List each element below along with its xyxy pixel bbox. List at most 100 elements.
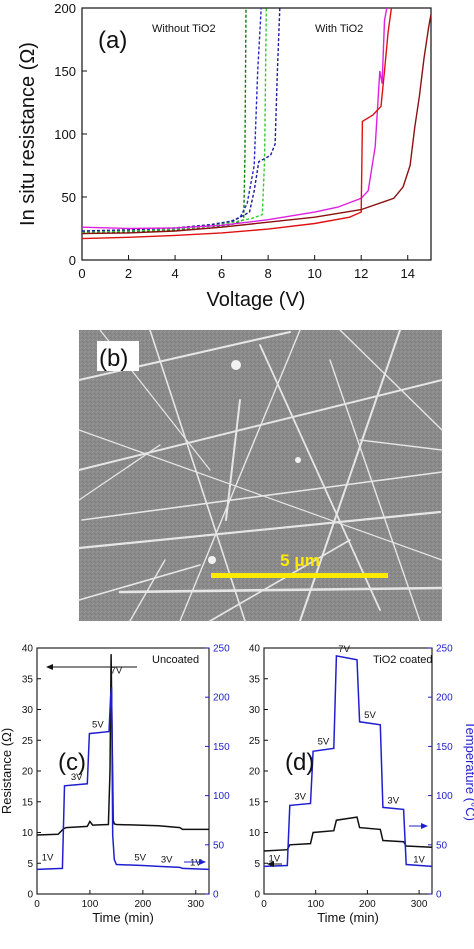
scale-bar-label: 5 μm — [280, 551, 320, 570]
x-tick-label: 100 — [307, 899, 324, 910]
right-axis-arrow — [409, 823, 428, 829]
chart-a-annotation-with: With TiO2 — [315, 23, 363, 35]
x-tick-label: 4 — [171, 266, 178, 281]
right-tick-label: 50 — [436, 840, 448, 851]
step-label: 7V — [338, 644, 350, 655]
series-temperature — [36, 687, 210, 871]
step-label: 5V — [318, 736, 330, 747]
x-tick-label: 200 — [359, 899, 376, 910]
right-tick-label: 200 — [436, 693, 453, 704]
x-tick-label: 300 — [187, 899, 204, 910]
x-tick-label: 0 — [34, 899, 40, 910]
left-tick-label: 30 — [22, 705, 34, 716]
step-label: 3V — [294, 791, 306, 802]
left-tick-label: 15 — [22, 797, 34, 808]
x-tick-label: 6 — [218, 266, 225, 281]
y-tick-label: 100 — [54, 127, 76, 142]
chart-d-series — [263, 654, 433, 868]
x-tick-label: 300 — [411, 899, 428, 910]
right-tick-label: 0 — [436, 890, 442, 901]
chart-a-annotation-without: Without TiO2 — [152, 23, 216, 35]
chart-a-series — [81, 7, 432, 240]
left-tick-label: 0 — [254, 890, 260, 901]
chart-d: 0 5 10 15 20 25 30 35 40 0 50 100 150 200 250 0 100 200… — [249, 644, 474, 926]
series-line-6 — [81, 14, 432, 235]
left-tick-label: 40 — [249, 644, 261, 655]
left-tick-label: 10 — [22, 828, 34, 839]
left-tick-label: 20 — [22, 767, 34, 778]
chart-a-x-label: Voltage (V) — [207, 289, 306, 311]
right-tick-label: 250 — [436, 644, 453, 655]
particle — [208, 556, 216, 564]
left-tick-label: 0 — [27, 890, 33, 901]
chart-c-title: Uncoated — [152, 654, 199, 666]
chart-a-y-label: In situ resistance (Ω) — [17, 42, 39, 226]
left-axis-arrow — [46, 664, 137, 670]
chart-c-y-label: Resistance (Ω) — [0, 728, 14, 814]
chart-d-left-ticks: 0 5 10 15 20 25 30 35 40 — [249, 644, 268, 901]
chart-c-series — [36, 654, 210, 871]
step-label: 5V — [92, 720, 104, 731]
left-tick-label: 35 — [22, 674, 34, 685]
sem-image — [79, 330, 442, 621]
left-tick-label: 5 — [27, 859, 33, 870]
step-label: 1V — [413, 854, 425, 865]
chart-d-x-ticks: 0 100 200 300 — [261, 890, 428, 910]
left-tick-label: 20 — [249, 767, 261, 778]
series-temperature — [263, 654, 433, 868]
left-axis-arrow — [267, 861, 282, 867]
panel-label-backdrop — [97, 341, 139, 371]
chart-a-panel-label: (a) — [98, 27, 127, 54]
series-resistance — [36, 654, 209, 836]
left-tick-label: 25 — [249, 736, 261, 747]
sem-image-panel: (b) 5 μm — [77, 329, 444, 622]
left-tick-label: 10 — [249, 828, 261, 839]
chart-a-frame — [81, 7, 432, 261]
scale-bar — [211, 573, 388, 578]
left-tick-label: 5 — [254, 859, 260, 870]
chart-c: 0 5 10 15 20 25 30 35 40 0 50 100 150 200 250 0 100 200… — [0, 644, 230, 926]
chart-d-right-ticks: 0 50 100 150 200 250 — [428, 644, 453, 901]
x-tick-label: 0 — [261, 899, 267, 910]
x-tick-label: 8 — [265, 266, 272, 281]
series-line-2 — [81, 7, 267, 233]
step-label: 5V — [364, 710, 376, 721]
chart-d-y2-label: Temperature (°C) — [463, 721, 474, 821]
chart-a-y-ticks: 0 50 100 150 200 — [54, 1, 87, 268]
x-tick-label: 200 — [135, 899, 152, 910]
x-tick-label: 10 — [307, 266, 321, 281]
chart-a: 0 2 4 6 8 10 12 14 0 50 100 150 200 (a) Without TiO… — [17, 1, 432, 311]
series-line-4 — [81, 7, 388, 230]
left-tick-label: 30 — [249, 705, 261, 716]
chart-d-x-label: Time (min) — [317, 910, 379, 925]
left-tick-label: 15 — [249, 797, 261, 808]
chart-a-x-ticks: 0 2 4 6 8 10 12 14 — [78, 255, 415, 281]
left-tick-label: 40 — [22, 644, 34, 655]
step-label: 1V — [42, 852, 54, 863]
x-tick-label: 0 — [78, 266, 85, 281]
chart-c-left-ticks: 0 5 10 15 20 25 30 35 40 — [22, 644, 41, 901]
chart-c-x-ticks: 0 100 200 300 — [34, 890, 205, 910]
y-tick-label: 150 — [54, 64, 76, 79]
particle — [231, 360, 241, 370]
chart-d-step-labels: 1V 3V 5V 7V 5V 3V 1V — [269, 644, 426, 866]
step-label: 1V — [190, 857, 202, 868]
chart-d-panel-label: (d) — [285, 749, 314, 776]
series-line-5 — [81, 7, 393, 240]
y-tick-label: 50 — [62, 190, 76, 205]
chart-c-panel-label: (c) — [58, 749, 86, 776]
series-line-3 — [81, 7, 281, 232]
step-label: 3V — [387, 795, 399, 806]
right-tick-label: 50 — [213, 840, 225, 851]
left-tick-label: 35 — [249, 674, 261, 685]
step-label: 3V — [71, 772, 83, 783]
right-tick-label: 150 — [436, 742, 453, 753]
x-tick-label: 12 — [354, 266, 368, 281]
left-tick-label: 25 — [22, 736, 34, 747]
step-label: 3V — [161, 854, 173, 865]
series-line-1 — [81, 7, 262, 233]
step-label: 5V — [134, 852, 146, 863]
right-tick-label: 150 — [213, 742, 230, 753]
nanowire-network — [77, 329, 444, 622]
